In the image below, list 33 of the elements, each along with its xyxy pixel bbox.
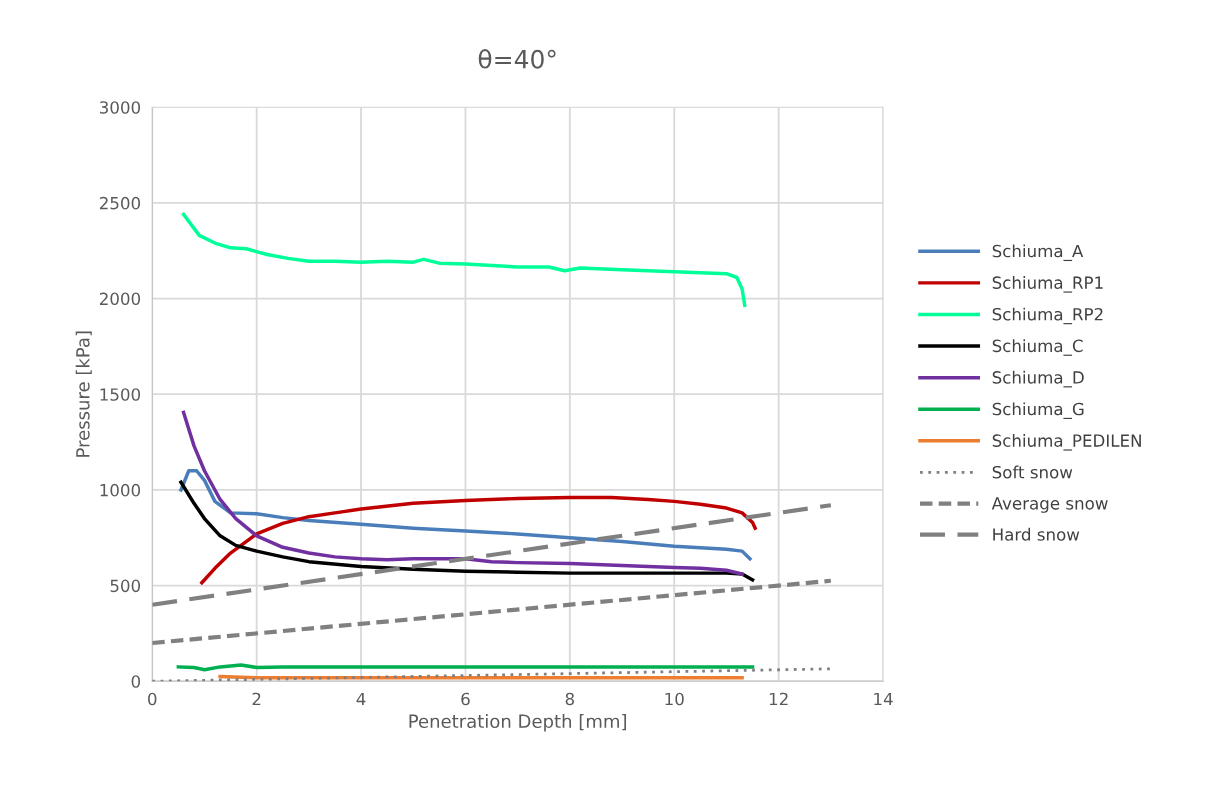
legend-label: Schiuma_PEDILEN bbox=[992, 434, 1141, 451]
legend-label: Hard snow bbox=[993, 527, 1080, 541]
y-tick-label: 0 bbox=[131, 675, 141, 688]
x-tick-label: 2 bbox=[252, 692, 261, 706]
legend-label: Schiuma_D bbox=[992, 370, 1084, 388]
x-tick-label: 14 bbox=[874, 692, 893, 706]
x-axis-title: Penetration Depth [mm] bbox=[409, 714, 626, 732]
y-tick-label: 2000 bbox=[99, 292, 141, 306]
y-tick-label: 3000 bbox=[99, 101, 141, 114]
x-tick-label: 6 bbox=[461, 692, 470, 706]
y-tick-label: 500 bbox=[110, 579, 141, 593]
x-tick-label: 8 bbox=[565, 692, 575, 706]
chart-title: θ=40° bbox=[478, 49, 556, 69]
x-tick-label: 4 bbox=[356, 692, 366, 706]
y-tick-label: 1000 bbox=[100, 483, 141, 497]
legend-label: Average snow bbox=[991, 497, 1108, 513]
legend-label: Schiuma_C bbox=[992, 339, 1083, 356]
legend-label: Schiuma_RP2 bbox=[992, 307, 1103, 325]
legend-label: Schiuma_G bbox=[992, 402, 1084, 420]
line-series bbox=[181, 410, 744, 576]
y-tick-label: 2500 bbox=[99, 196, 141, 210]
line-series bbox=[179, 469, 752, 561]
legend-label: Soft snow bbox=[992, 465, 1073, 479]
x-tick-label: 12 bbox=[769, 692, 788, 706]
line-series bbox=[200, 495, 757, 585]
x-tick-label: 0 bbox=[148, 692, 157, 706]
legend-label: Schiuma_A bbox=[992, 244, 1084, 262]
line-series bbox=[179, 480, 755, 582]
y-tick-label: 1500 bbox=[100, 388, 141, 401]
y-axis-title: Pressure [kPa] bbox=[75, 331, 92, 457]
legend-label: Schiuma_RP1 bbox=[992, 276, 1103, 293]
line-series bbox=[181, 212, 747, 307]
x-tick-label: 10 bbox=[665, 692, 684, 706]
